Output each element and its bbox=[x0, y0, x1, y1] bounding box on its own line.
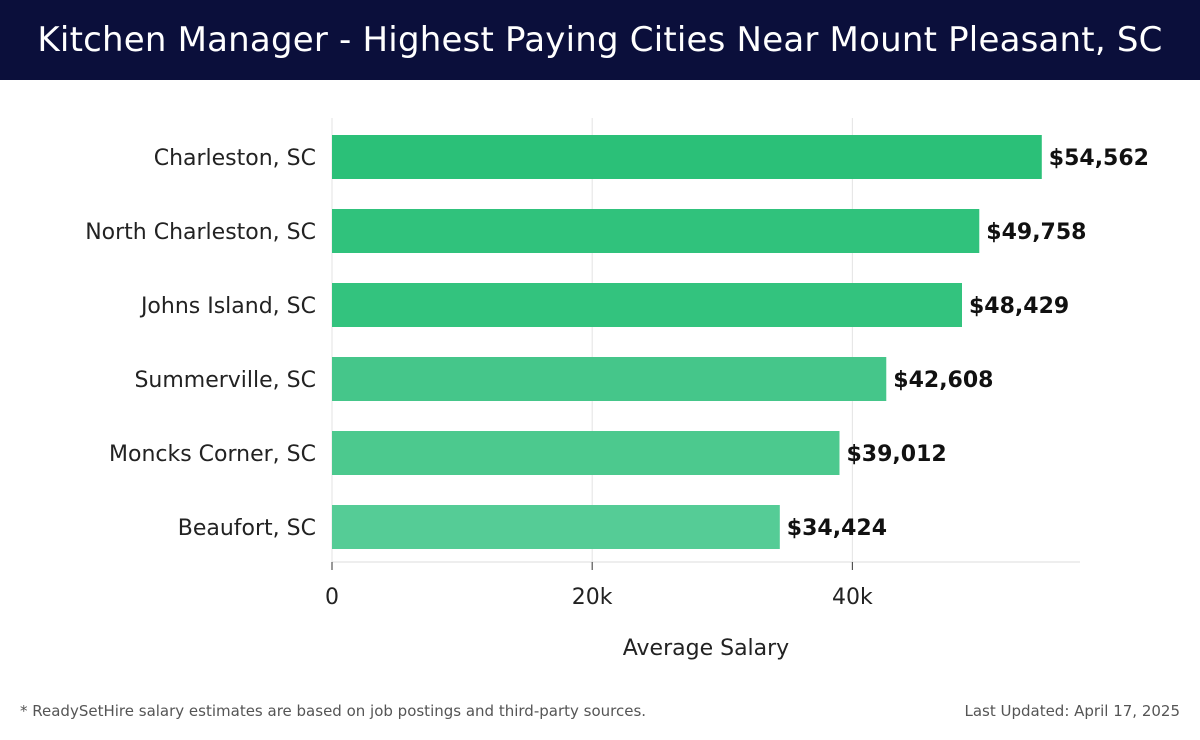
x-tick-label: 20k bbox=[572, 585, 613, 610]
title-bar: Kitchen Manager - Highest Paying Cities … bbox=[0, 0, 1200, 80]
value-label: $42,608 bbox=[893, 368, 993, 393]
category-label: Moncks Corner, SC bbox=[109, 442, 316, 467]
bar bbox=[332, 431, 840, 475]
category-label: Beaufort, SC bbox=[178, 516, 316, 541]
footnote: * ReadySetHire salary estimates are base… bbox=[20, 702, 647, 720]
bars bbox=[332, 135, 1042, 549]
value-label: $34,424 bbox=[787, 516, 887, 541]
category-label: Johns Island, SC bbox=[139, 294, 316, 319]
x-axis-label: Average Salary bbox=[623, 636, 789, 661]
grid-lines bbox=[331, 118, 853, 562]
category-label: Charleston, SC bbox=[154, 146, 316, 171]
x-tick-label: 0 bbox=[325, 585, 339, 610]
value-label: $39,012 bbox=[846, 442, 946, 467]
x-axis-ticks: 0 20k 40k bbox=[325, 562, 873, 610]
bar bbox=[332, 357, 887, 401]
bar bbox=[332, 283, 962, 327]
bar bbox=[332, 209, 980, 253]
category-label: Summerville, SC bbox=[134, 368, 316, 393]
x-tick-label: 40k bbox=[832, 585, 873, 610]
chart-title: Kitchen Manager - Highest Paying Cities … bbox=[37, 20, 1163, 60]
value-label: $49,758 bbox=[986, 220, 1086, 245]
value-labels: $54,562 $49,758 $48,429 $42,608 $39,012 $34,4… bbox=[787, 146, 1149, 541]
bar bbox=[332, 135, 1042, 179]
value-label: $48,429 bbox=[969, 294, 1069, 319]
category-labels: Charleston, SC North Charleston, SC Johns … bbox=[85, 146, 316, 541]
last-updated: Last Updated: April 17, 2025 bbox=[964, 702, 1180, 720]
value-label: $54,562 bbox=[1049, 146, 1149, 171]
bar-chart: 0 20k 40k Charleston, SC North Charleston, … bbox=[85, 118, 1149, 661]
category-label: North Charleston, SC bbox=[85, 220, 316, 245]
bar bbox=[332, 505, 780, 549]
